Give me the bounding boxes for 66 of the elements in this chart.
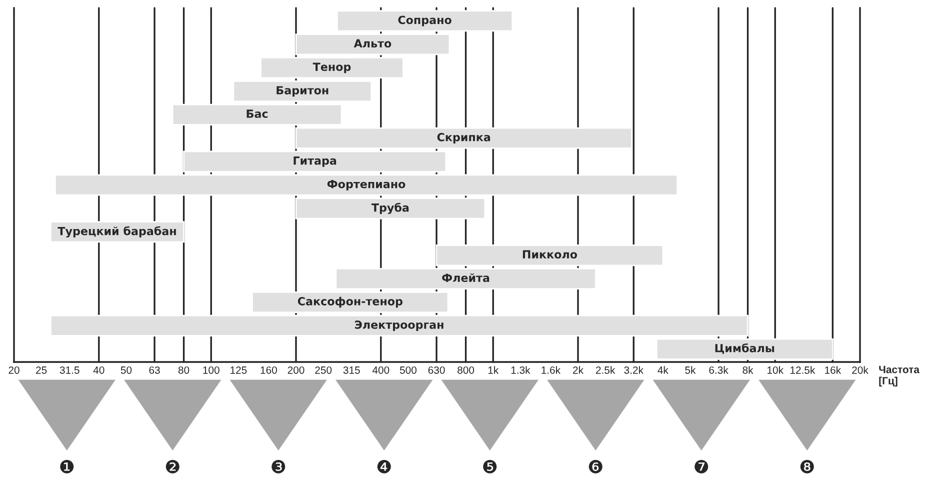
x-tick-label: 125: [230, 366, 247, 374]
y-tick-label: Труба: [371, 202, 409, 214]
x-tick-label: 1.3k: [511, 366, 530, 374]
x-tick-label: 315: [343, 366, 360, 374]
x-tick-label: 2.5k: [596, 366, 616, 374]
y-tick-label: Альто: [354, 39, 392, 48]
y-tick-label: Тенор: [312, 62, 351, 74]
x-tick-label: 630: [428, 366, 445, 374]
y-tick-label: Фортепиано: [327, 180, 406, 190]
x-tick-label: 8k: [742, 366, 754, 374]
x-tick-label: 80: [178, 366, 190, 374]
bar: [295, 34, 450, 56]
y-tick-label: Пикколо: [522, 250, 578, 259]
x-tick-label: 800: [458, 366, 474, 374]
x-tick-label: 1k: [488, 366, 499, 374]
bar: [656, 338, 834, 360]
x-tick-label: 40: [93, 366, 104, 374]
x-tick-label: 100: [203, 366, 220, 374]
y-tick-label: Электроорган: [354, 320, 444, 332]
bar: [172, 104, 342, 126]
x-tick-label: 25: [36, 366, 47, 374]
x-tick-label: 10k: [768, 366, 784, 374]
y-tick-label: Баритон: [276, 86, 328, 97]
text: ❸: [272, 460, 286, 474]
text: ❹: [377, 460, 391, 474]
y-tick-label: Саксофон-тенор: [298, 296, 402, 308]
x-tick-label: 31.5: [60, 366, 80, 374]
bar: [50, 314, 748, 336]
x-tick-label: 63: [149, 366, 160, 374]
bar: [436, 244, 664, 266]
text: ❷: [166, 460, 180, 474]
x-tick-label: 5k: [685, 366, 696, 374]
text: ❶: [60, 460, 74, 474]
x-tick-label: 6.3k: [709, 366, 728, 374]
x-tick-label: 12.5k: [790, 366, 816, 374]
x-tick-label: 4k: [658, 366, 668, 374]
bar: [252, 291, 449, 313]
x-tick-label: 50: [120, 366, 132, 374]
x-tick-label: 1.6k: [542, 366, 561, 374]
x-tick-label: 250: [315, 366, 332, 374]
y-tick-label: Гитара: [294, 156, 336, 167]
x-tick-label: 160: [260, 366, 277, 374]
text: ❻: [588, 460, 602, 474]
y-tick-label: Цимбалы: [715, 343, 774, 354]
x-tick-label: 400: [372, 366, 390, 374]
text: ❼: [694, 460, 708, 474]
bar: [232, 80, 372, 102]
x-tick-label: 20: [8, 366, 20, 374]
y-tick-label: Бас: [246, 110, 268, 118]
y-tick-label: Флейта: [442, 273, 490, 282]
bar: [336, 10, 514, 32]
text: ❺: [483, 460, 497, 474]
y-tick-label: Сопрано: [398, 16, 452, 26]
bar: [295, 127, 632, 149]
x-tick-label: 3.2k: [624, 366, 644, 374]
bar: [335, 268, 596, 290]
text: ❽: [800, 460, 814, 474]
y-tick-label: Турецкий барабан: [58, 226, 176, 238]
x-tick-label: 200: [288, 366, 304, 374]
x-tick-label: 16k: [825, 366, 842, 374]
x-tick-label: 20k: [852, 366, 868, 374]
x-axis-title: Частота [Гц]: [879, 366, 920, 386]
bar: [260, 57, 404, 79]
x-tick-label: 2k: [573, 366, 584, 374]
y-tick-label: Скрипка: [437, 132, 490, 144]
x-tick-label: 500: [400, 366, 416, 374]
